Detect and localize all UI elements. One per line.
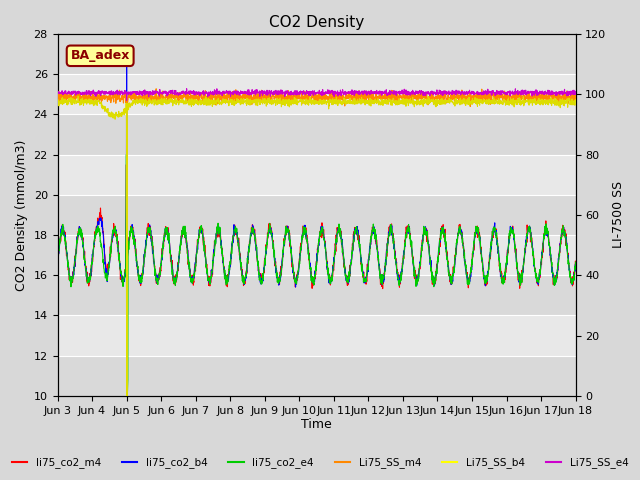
Y-axis label: LI-7500 SS: LI-7500 SS <box>612 181 625 249</box>
Text: BA_adex: BA_adex <box>70 49 130 62</box>
Bar <box>58 356 575 396</box>
Bar <box>58 195 575 235</box>
Legend: li75_co2_m4, li75_co2_b4, li75_co2_e4, Li75_SS_m4, Li75_SS_b4, Li75_SS_e4: li75_co2_m4, li75_co2_b4, li75_co2_e4, L… <box>8 453 632 472</box>
Y-axis label: CO2 Density (mmol/m3): CO2 Density (mmol/m3) <box>15 139 28 290</box>
X-axis label: Time: Time <box>301 419 332 432</box>
Bar <box>58 114 575 155</box>
Bar <box>58 34 575 74</box>
Title: CO2 Density: CO2 Density <box>269 15 364 30</box>
Bar <box>58 275 575 315</box>
